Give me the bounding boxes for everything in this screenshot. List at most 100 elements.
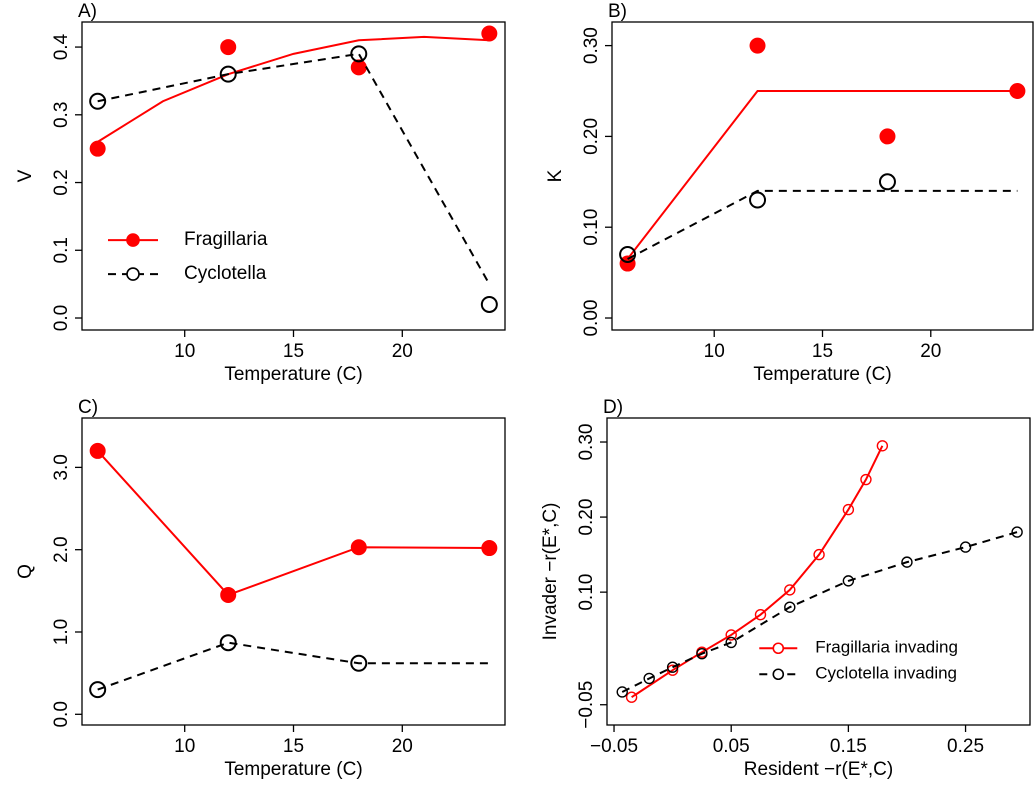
data-point bbox=[754, 608, 767, 621]
x-tick-label: 10 bbox=[704, 341, 725, 362]
legend-marker bbox=[126, 267, 140, 281]
data-point bbox=[350, 59, 367, 76]
y-axis-label: Invader −r(E*,C) bbox=[540, 503, 561, 641]
data-point bbox=[749, 37, 766, 54]
data-point bbox=[901, 556, 913, 568]
data-point bbox=[481, 540, 498, 557]
y-tick-label: 1.0 bbox=[51, 619, 72, 645]
data-point bbox=[219, 634, 237, 652]
legend-label: Cyclotella invading bbox=[815, 664, 957, 683]
data-point bbox=[1009, 83, 1026, 100]
y-tick-label: −0.05 bbox=[576, 681, 597, 729]
x-tick-label: 15 bbox=[283, 736, 304, 757]
data-point bbox=[89, 681, 107, 699]
series-line bbox=[97, 641, 490, 691]
x-axis-label: Temperature (C) bbox=[224, 759, 362, 780]
data-point bbox=[876, 440, 889, 452]
series-line bbox=[97, 35, 490, 143]
data-point bbox=[879, 128, 896, 145]
series-line bbox=[97, 52, 491, 285]
y-tick-label: 0.10 bbox=[576, 574, 597, 611]
data-point bbox=[784, 601, 796, 613]
x-tick-label: 20 bbox=[920, 341, 941, 362]
data-point bbox=[480, 295, 498, 313]
data-point bbox=[860, 473, 872, 486]
y-tick-label: 0.00 bbox=[581, 300, 602, 337]
data-point bbox=[666, 661, 679, 673]
panel-label: B) bbox=[608, 1, 627, 22]
data-point bbox=[725, 636, 737, 649]
y-axis-label: K bbox=[545, 169, 566, 182]
data-point bbox=[89, 92, 107, 110]
x-axis-label: Temperature (C) bbox=[224, 364, 362, 385]
panel-label: C) bbox=[78, 397, 98, 418]
data-point bbox=[350, 45, 368, 63]
x-tick-label: −0.05 bbox=[590, 736, 638, 757]
data-point bbox=[959, 541, 972, 553]
legend-marker bbox=[772, 668, 785, 681]
data-point bbox=[878, 173, 896, 191]
data-point bbox=[666, 664, 679, 676]
legend-marker bbox=[126, 233, 140, 247]
data-point bbox=[842, 503, 855, 516]
data-point bbox=[350, 654, 368, 672]
data-point bbox=[725, 629, 737, 641]
data-point bbox=[481, 25, 498, 42]
plot-frame bbox=[81, 21, 506, 331]
x-axis-label: Resident −r(E*,C) bbox=[744, 759, 893, 780]
y-tick-label: 0.0 bbox=[51, 701, 72, 727]
y-tick-label: 0.20 bbox=[581, 118, 602, 155]
x-tick-label: 0.25 bbox=[947, 736, 984, 757]
x-tick-label: 0.15 bbox=[830, 736, 867, 757]
y-tick-label: 0.4 bbox=[51, 33, 72, 60]
data-point bbox=[220, 39, 237, 56]
y-tick-label: 0.2 bbox=[51, 169, 72, 195]
y-tick-label: 0.3 bbox=[51, 102, 72, 128]
x-tick-label: 15 bbox=[812, 341, 833, 362]
x-tick-label: 10 bbox=[174, 341, 195, 362]
data-point bbox=[696, 647, 708, 660]
data-point bbox=[220, 586, 237, 603]
x-tick-label: 0.05 bbox=[713, 736, 750, 757]
x-tick-label: 20 bbox=[392, 341, 413, 362]
data-point bbox=[643, 672, 655, 685]
y-tick-label: 0.1 bbox=[51, 237, 72, 263]
plot-frame bbox=[611, 21, 1034, 331]
legend-label: Fragillaria invading bbox=[815, 638, 958, 657]
y-axis-label: Q bbox=[15, 564, 36, 579]
series-line bbox=[631, 445, 884, 699]
y-tick-label: 0.30 bbox=[576, 424, 597, 461]
data-point bbox=[625, 691, 638, 703]
x-tick-label: 10 bbox=[174, 736, 195, 757]
x-tick-label: 20 bbox=[392, 736, 413, 757]
data-point bbox=[89, 140, 106, 157]
data-point bbox=[616, 686, 628, 698]
series-line bbox=[627, 189, 1018, 260]
legend-label: Cyclotella bbox=[184, 263, 267, 284]
y-tick-label: 0.10 bbox=[581, 209, 602, 246]
panel-label: A) bbox=[78, 1, 97, 22]
panel-label: D) bbox=[603, 397, 623, 418]
data-point bbox=[749, 191, 767, 209]
y-tick-label: 2.0 bbox=[51, 536, 72, 562]
series-line bbox=[621, 531, 1018, 693]
data-point bbox=[619, 245, 637, 263]
y-tick-label: 3.0 bbox=[51, 454, 72, 480]
y-tick-label: 0.30 bbox=[581, 27, 602, 64]
x-tick-label: 15 bbox=[283, 341, 304, 362]
data-point bbox=[89, 442, 106, 459]
data-point bbox=[813, 548, 825, 561]
data-point bbox=[350, 539, 367, 556]
y-axis-label: V bbox=[15, 169, 36, 182]
legend-label: Fragillaria bbox=[184, 229, 268, 250]
y-tick-label: 0.0 bbox=[51, 305, 72, 331]
data-point bbox=[842, 575, 855, 587]
data-point bbox=[1011, 526, 1023, 538]
series-line bbox=[626, 90, 1018, 260]
x-axis-label: Temperature (C) bbox=[753, 364, 891, 385]
data-point bbox=[784, 584, 796, 596]
plot-frame bbox=[606, 417, 1031, 726]
y-tick-label: 0.20 bbox=[576, 499, 597, 536]
